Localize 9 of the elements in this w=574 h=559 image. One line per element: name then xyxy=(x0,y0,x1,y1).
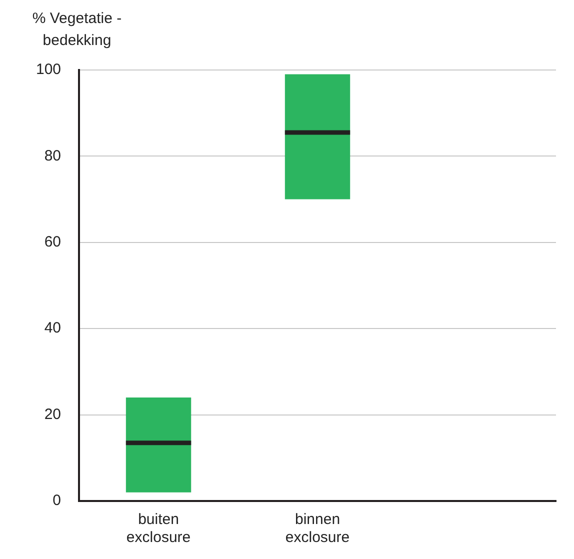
y-tick-label: 80 xyxy=(44,147,62,164)
x-tick-label: binnen exclosure xyxy=(285,511,350,546)
y-tick-label: 60 xyxy=(44,234,62,251)
y-tick-label: 100 xyxy=(36,61,62,78)
y-tick-label: 20 xyxy=(44,406,62,423)
x-tick-label: buiten exclosure xyxy=(126,511,191,546)
y-tick-label: 0 xyxy=(52,492,62,510)
y-tick-label: 40 xyxy=(44,320,62,337)
y-axis-title: % Vegetatie - bedekking xyxy=(31,9,123,51)
